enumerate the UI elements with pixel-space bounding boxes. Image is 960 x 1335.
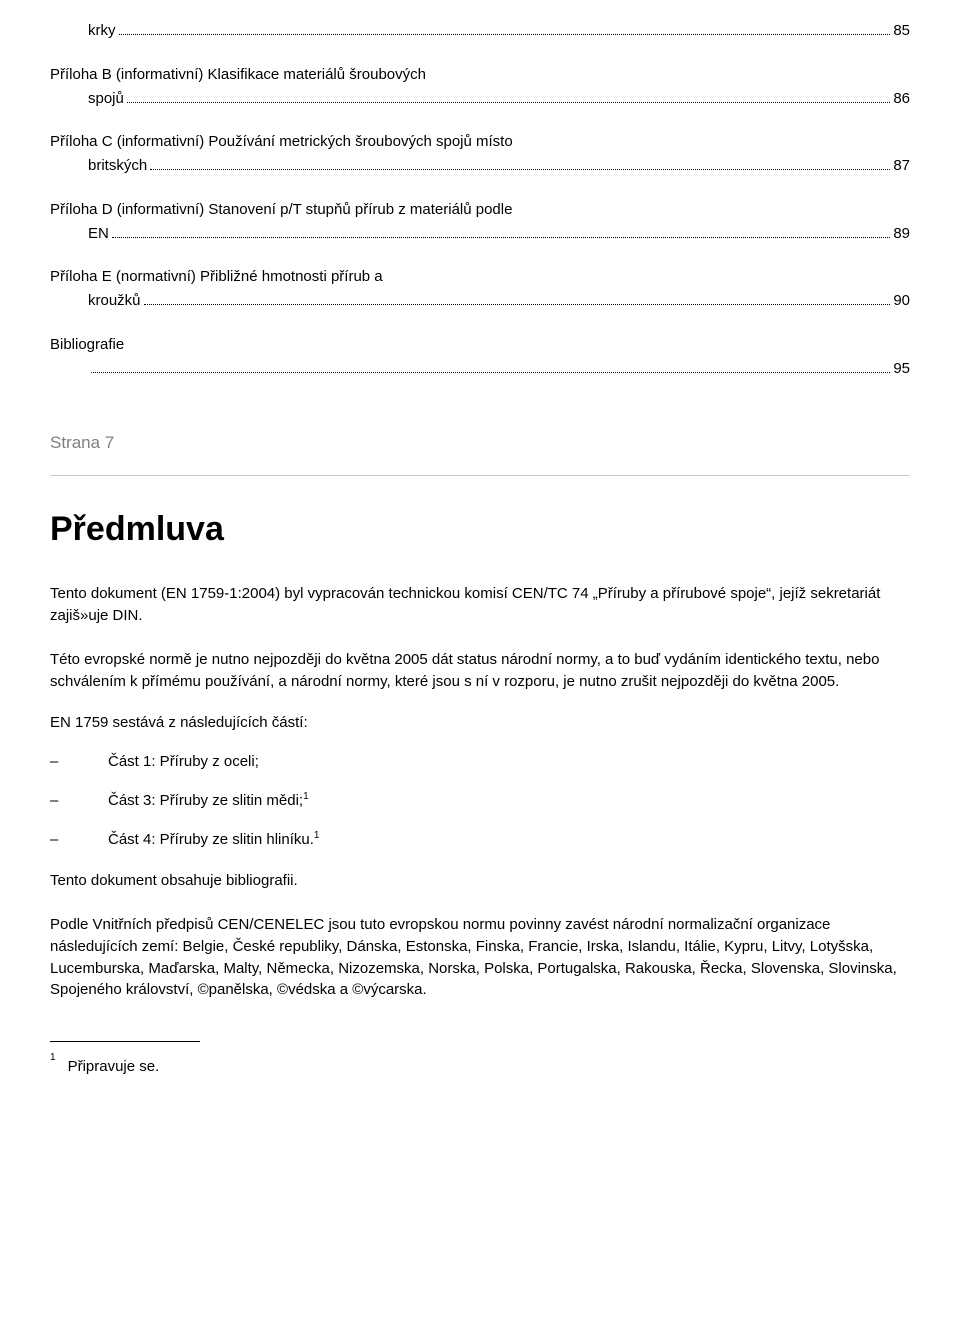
parts-list: –Část 1: Příruby z oceli;–Část 3: Přírub…	[50, 753, 910, 848]
list-dash: –	[50, 753, 108, 770]
toc-section: krky 85 Příloha B (informativní) Klasifik…	[50, 20, 910, 379]
footnote-text: Připravuje se.	[68, 1058, 160, 1075]
para-biblio: Tento dokument obsahuje bibliografii.	[50, 870, 910, 892]
list-item: –Část 4: Příruby ze slitin hliníku.1	[50, 831, 910, 848]
toc-label: Příloha E (normativní) Přibližné hmotnos…	[50, 266, 383, 288]
toc-label: kroužků	[88, 290, 141, 312]
list-item: –Část 1: Příruby z oceli;	[50, 753, 910, 770]
parts-intro: EN 1759 sestává z následujících částí:	[50, 714, 910, 731]
para-intro: Tento dokument (EN 1759-1:2004) byl vypr…	[50, 583, 910, 627]
footnote: 1 Připravuje se.	[50, 1058, 910, 1075]
toc-page: 95	[893, 358, 910, 380]
heading-predmluva: Předmluva	[50, 510, 910, 549]
list-dash: –	[50, 792, 108, 809]
toc-label: Příloha C (informativní) Používání metri…	[50, 131, 513, 153]
toc-row-cont: EN 89	[88, 223, 910, 245]
toc-entry: Příloha C (informativní) Používání metri…	[50, 131, 910, 177]
toc-dots	[91, 363, 890, 373]
toc-row-cont: spojů 86	[88, 88, 910, 110]
toc-entry: Příloha E (normativní) Přibližné hmotnos…	[50, 266, 910, 312]
toc-page: 86	[893, 88, 910, 110]
list-dash: –	[50, 831, 108, 848]
toc-row-head: Příloha D (informativní) Stanovení p/T s…	[50, 199, 910, 221]
toc-entry: Bibliografie 95	[50, 334, 910, 380]
toc-label: Příloha B (informativní) Klasifikace mat…	[50, 64, 426, 86]
list-item: –Část 3: Příruby ze slitin mědi;1	[50, 792, 910, 809]
list-text: Část 1: Příruby z oceli;	[108, 753, 910, 770]
list-text: Část 3: Příruby ze slitin mědi;1	[108, 792, 910, 809]
toc-row-head: Příloha E (normativní) Přibližné hmotnos…	[50, 266, 910, 288]
footnote-rule	[50, 1041, 200, 1042]
page-marker: Strana 7	[50, 433, 910, 453]
toc-page: 90	[893, 290, 910, 312]
toc-label: krky	[88, 20, 116, 42]
toc-dots	[112, 228, 890, 238]
footnote-mark: 1	[50, 1058, 56, 1075]
toc-page: 89	[893, 223, 910, 245]
toc-entry: Příloha B (informativní) Klasifikace mat…	[50, 64, 910, 110]
toc-row-cont: 95	[88, 358, 910, 380]
toc-row-head: Bibliografie	[50, 334, 910, 356]
footnote-ref: 1	[314, 830, 320, 841]
toc-dots	[144, 295, 891, 305]
para-members: Podle Vnitřních předpisů CEN/CENELEC jso…	[50, 914, 910, 1001]
para-status: Této evropské normě je nutno nejpozději …	[50, 649, 910, 693]
toc-row: krky 85	[88, 20, 910, 42]
toc-dots	[127, 93, 890, 103]
toc-dots	[150, 160, 890, 170]
toc-label: Bibliografie	[50, 334, 124, 356]
toc-row-cont: britských 87	[88, 155, 910, 177]
toc-row-head: Příloha C (informativní) Používání metri…	[50, 131, 910, 153]
toc-row-head: Příloha B (informativní) Klasifikace mat…	[50, 64, 910, 86]
toc-page: 87	[893, 155, 910, 177]
toc-entry: Příloha D (informativní) Stanovení p/T s…	[50, 199, 910, 245]
toc-page: 85	[893, 20, 910, 42]
toc-row-cont: kroužků 90	[88, 290, 910, 312]
toc-label: britských	[88, 155, 147, 177]
list-text: Část 4: Příruby ze slitin hliníku.1	[108, 831, 910, 848]
toc-dots	[119, 25, 891, 35]
toc-label: EN	[88, 223, 109, 245]
toc-label: Příloha D (informativní) Stanovení p/T s…	[50, 199, 512, 221]
toc-entry: krky 85	[50, 20, 910, 42]
footnote-ref: 1	[303, 791, 309, 802]
document-page: krky 85 Příloha B (informativní) Klasifik…	[0, 0, 960, 1105]
toc-label: spojů	[88, 88, 124, 110]
horizontal-rule	[50, 475, 910, 476]
